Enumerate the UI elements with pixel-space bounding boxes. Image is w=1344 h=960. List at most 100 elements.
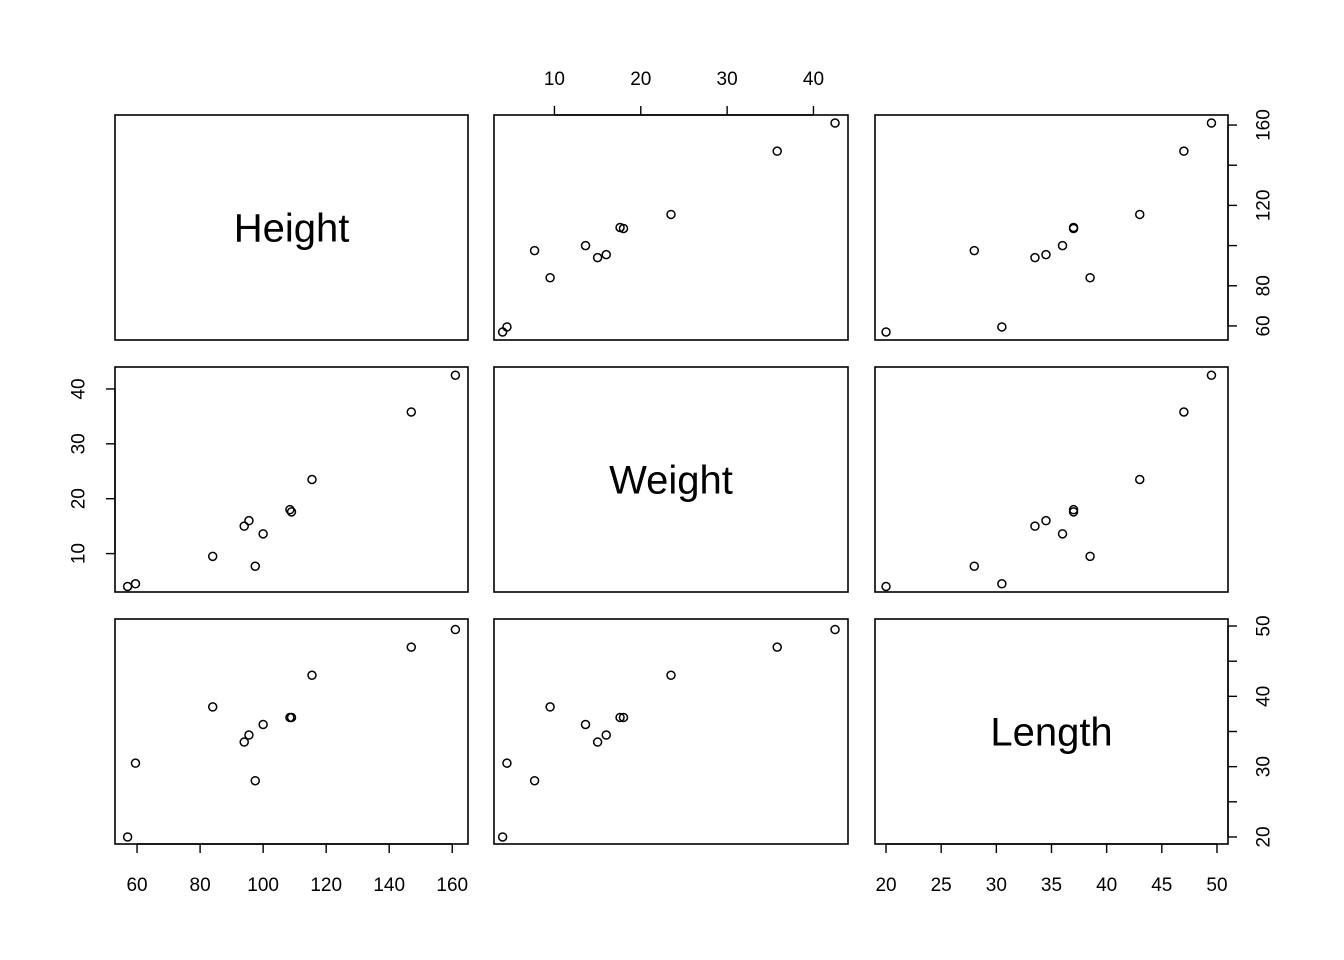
tick-label: 60 <box>126 875 147 896</box>
data-point <box>122 832 133 842</box>
data-point <box>1057 529 1068 539</box>
data-point <box>666 209 676 220</box>
data-point <box>122 581 133 592</box>
data-point <box>130 579 141 589</box>
panel-frame <box>114 618 469 845</box>
data-point <box>1085 272 1095 283</box>
data-point <box>580 240 591 251</box>
data-point <box>969 245 980 256</box>
data-point <box>601 730 611 740</box>
data-point <box>666 670 676 680</box>
data-point <box>881 327 891 337</box>
data-point <box>497 327 508 337</box>
panel-frame <box>493 618 849 845</box>
panel-frame <box>874 114 1229 341</box>
tick-label: 50 <box>1206 875 1227 896</box>
data-point <box>286 507 297 517</box>
x-axis-height-bottom: 60 80 100 120 140 160 <box>126 843 468 896</box>
data-point <box>997 322 1007 332</box>
data-point <box>772 146 782 156</box>
tick-label: 30 <box>1254 756 1275 777</box>
y-axis-height-right: 60 80 120 160 <box>1227 109 1275 337</box>
y-axis-weight-left: 10 20 30 40 <box>69 378 116 564</box>
data-point <box>1030 252 1040 263</box>
panel-frame <box>114 114 469 341</box>
tick-label: 120 <box>1254 190 1275 222</box>
tick-label: 100 <box>247 875 279 896</box>
data-point <box>1179 407 1189 417</box>
tick-label: 20 <box>875 875 896 896</box>
tick-label: 45 <box>1151 875 1172 896</box>
data-point <box>497 832 508 842</box>
data-point <box>881 581 891 592</box>
variable-label-length: Length <box>990 711 1112 755</box>
tick-label: 30 <box>717 69 738 90</box>
data-point <box>830 118 840 128</box>
data-point <box>250 775 260 786</box>
data-point <box>258 719 268 730</box>
data-point <box>545 272 555 283</box>
tick-label: 160 <box>1254 109 1275 141</box>
y-axis-length-right: 20 30 40 50 <box>1227 615 1275 848</box>
panel-length-vs-height <box>114 618 469 845</box>
data-point <box>502 322 512 332</box>
panel-weight-vs-height <box>114 366 469 593</box>
variable-label-height: Height <box>234 207 350 251</box>
data-point <box>997 579 1007 589</box>
data-point <box>772 642 782 652</box>
panels-layer: Height Weight Length <box>114 114 1229 845</box>
data-point <box>285 504 295 515</box>
data-point <box>615 712 625 723</box>
panel-height-vs-weight <box>493 114 849 341</box>
panel-height-vs-height: Height <box>114 114 469 341</box>
data-point <box>1206 118 1217 128</box>
data-point <box>1135 474 1145 485</box>
tick-label: 40 <box>1096 875 1117 896</box>
data-point <box>130 758 141 768</box>
data-point <box>1206 370 1217 380</box>
data-point <box>1068 507 1079 517</box>
data-point <box>450 370 461 380</box>
data-point <box>406 642 417 652</box>
panel-frame <box>114 366 469 593</box>
data-point <box>592 252 603 263</box>
data-point <box>1085 551 1095 562</box>
data-point <box>1135 209 1145 220</box>
data-point <box>1041 515 1051 526</box>
data-point <box>1068 222 1079 233</box>
panel-weight-vs-length <box>874 366 1229 593</box>
tick-label: 10 <box>69 543 90 564</box>
data-point <box>592 737 603 747</box>
tick-label: 140 <box>373 875 405 896</box>
panel-length-vs-length: Length <box>874 618 1229 845</box>
x-axis-weight-top: 10 20 30 40 <box>544 69 824 116</box>
tick-label: 50 <box>1254 615 1275 636</box>
panel-frame <box>493 366 849 593</box>
data-point <box>207 551 218 562</box>
data-point <box>830 624 840 635</box>
x-axis-length-bottom: 20 25 30 35 40 45 50 <box>875 843 1228 896</box>
tick-label: 10 <box>544 69 565 90</box>
data-point <box>307 670 317 680</box>
tick-label: 35 <box>1041 875 1062 896</box>
data-point <box>1179 146 1189 156</box>
data-point <box>258 529 268 539</box>
data-point <box>207 702 218 712</box>
data-point <box>244 515 254 526</box>
data-point <box>545 702 555 712</box>
tick-label: 120 <box>310 875 342 896</box>
data-point <box>244 730 254 740</box>
panel-frame <box>493 114 849 341</box>
tick-label: 40 <box>1254 686 1275 707</box>
tick-label: 40 <box>69 378 90 399</box>
tick-label: 20 <box>1254 826 1275 847</box>
tick-label: 30 <box>69 433 90 454</box>
data-point <box>250 561 260 571</box>
data-point <box>615 222 625 233</box>
tick-label: 160 <box>436 875 468 896</box>
tick-label: 40 <box>803 69 824 90</box>
data-point <box>406 407 417 417</box>
tick-label: 80 <box>1254 275 1275 296</box>
